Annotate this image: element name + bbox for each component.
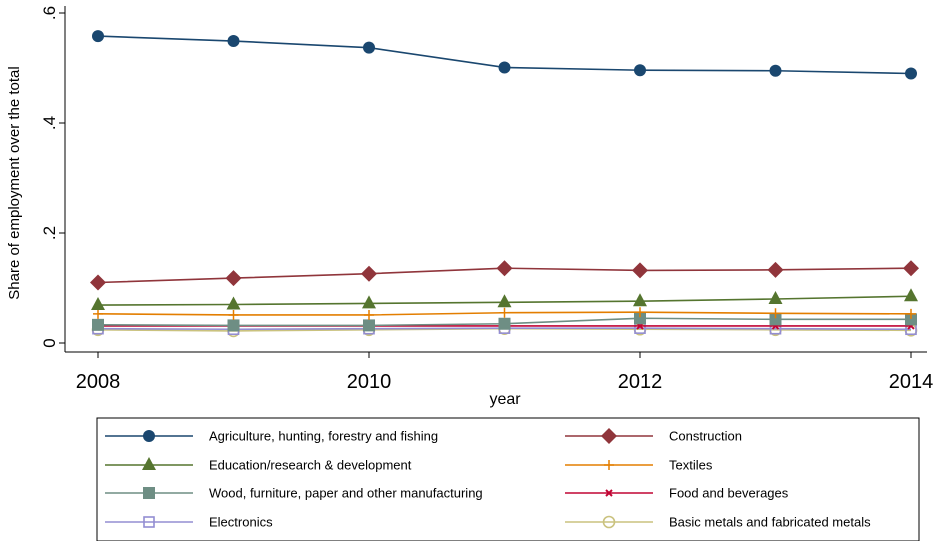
data-point [90,274,106,291]
legend-marker [143,487,155,499]
legend-marker [602,515,616,529]
legend-item: Agriculture, hunting, forestry and fishi… [105,429,438,444]
data-point [498,61,511,74]
data-point [227,319,240,332]
legend-marker [605,489,613,497]
y-tick-label: 0 [40,338,59,347]
axes: 0 .2 .4 .6 2008 2010 2012 2014 Share of employ… [6,6,933,408]
legend-label: Electronics [209,515,273,530]
y-ticks: 0 .2 .4 .6 [40,6,65,348]
legend-item: Textiles [565,458,713,473]
data-point [92,318,104,331]
data-point [904,288,918,302]
legend-label: Wood, furniture, paper and other manufac… [209,486,483,501]
data-point [364,309,374,320]
legend-item: Basic metals and fabricated metals [565,515,871,530]
x-tick-label: 2008 [76,371,121,393]
data-point [226,296,241,310]
data-point [496,260,513,277]
x-ticks: 2008 2010 2012 2014 [76,352,934,393]
legend-label: Basic metals and fabricated metals [669,515,871,530]
data-point [634,64,646,77]
data-point [363,319,375,332]
legend-marker [143,430,155,442]
series-agriculture-hunting-forestry-and-fishing [92,30,917,80]
legend-item: Food and beverages [565,486,789,501]
data-point [770,308,781,319]
data-point [903,260,919,277]
legend-marker [143,516,155,528]
legend-label: Education/research & development [209,458,412,473]
series-textiles [93,307,916,320]
data-point [498,317,511,330]
legend-label: Textiles [669,458,713,473]
data-point [768,291,783,304]
x-tick-label: 2012 [618,371,663,393]
data-point [93,308,103,319]
data-point [91,297,105,311]
y-tick-label: .2 [40,226,59,240]
data-point [905,67,917,80]
data-point [905,313,917,326]
series-construction [90,260,919,291]
x-tick-label: 2010 [347,371,392,393]
data-point [497,294,512,308]
x-tick-label: 2014 [889,371,934,393]
x-axis-label: year [489,391,521,408]
data-point [633,293,647,307]
y-tick-label: .4 [40,116,59,130]
series-education-research-development [91,288,918,311]
data-point [769,313,782,326]
data-point [769,64,782,77]
series-wood-furniture-paper-and-other-manufacturing [92,312,917,332]
data-point [632,262,648,279]
legend-item: Construction [565,428,742,444]
data-point [361,265,377,282]
legend-marker [142,457,156,470]
legend-label: Food and beverages [669,486,789,501]
data-point [635,307,645,318]
y-tick-label: .6 [40,6,59,20]
data-point [499,307,510,318]
y-axis-label: Share of employment over the total [6,66,23,299]
data-point [225,270,242,287]
legend-label: Construction [669,429,742,444]
data-point [767,261,784,278]
legend-item: Electronics [105,515,273,530]
legend-box [96,417,920,541]
data-point [227,35,240,48]
legend-marker [604,460,614,470]
plot-area [90,30,919,338]
legend-label: Agriculture, hunting, forestry and fishi… [209,429,438,444]
data-point [362,295,376,309]
legend-item: Wood, furniture, paper and other manufac… [105,486,483,501]
legend-item: Education/research & development [105,457,412,473]
data-point [228,309,239,320]
legend: Agriculture, hunting, forestry and fishi… [96,417,920,541]
data-point [634,312,646,325]
data-point [363,41,375,54]
data-point [906,308,916,319]
legend-marker [601,428,617,444]
data-point [92,30,104,43]
